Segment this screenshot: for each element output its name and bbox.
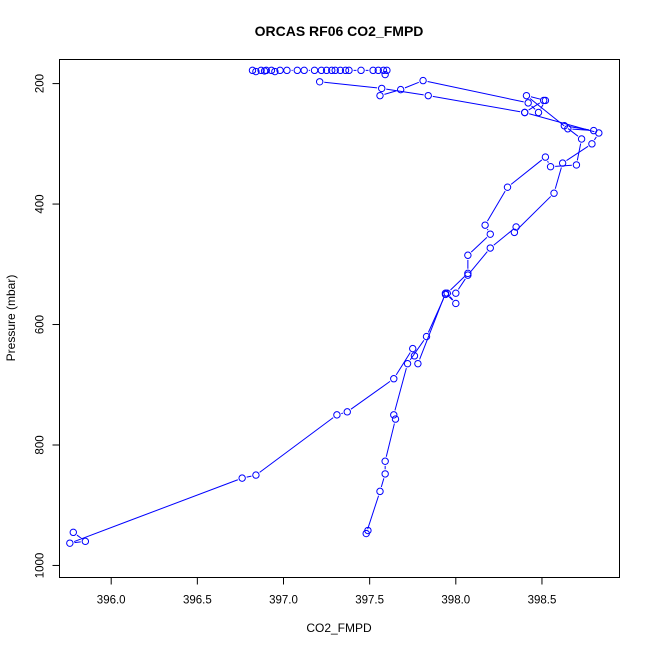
data-point [541,153,550,161]
x-axis: 396.0 396.5 397.0 397.5 398.0 398.5 [97,577,557,607]
series-line [73,81,590,544]
data-point [381,470,389,478]
data-point [333,411,341,419]
data-point [248,66,257,75]
data-point [300,66,308,75]
y-axis-label: Pressure (mbar) [4,275,18,362]
data-point [419,76,427,85]
data-point [550,189,558,197]
x-tick-label: 396.5 [183,595,212,607]
data-point [293,66,301,75]
x-axis-label: CO2_FMPD [306,621,372,635]
x-tick-label: 397.5 [355,595,384,607]
x-tick-label: 396.0 [97,595,126,607]
data-point [534,108,543,117]
data-point [262,66,270,75]
data-point [238,474,246,482]
data-point [390,411,398,419]
data-point [486,230,494,238]
x-tick-label: 398.0 [441,595,470,607]
data-point [521,108,529,117]
data-point [271,67,279,76]
data-point [283,66,291,75]
data-point [414,359,422,368]
series-line [367,113,597,530]
data-point [374,66,382,75]
data-point [81,537,90,546]
data-point [522,91,531,100]
data-point [588,140,596,148]
data-point [403,359,412,368]
data-point [336,66,345,75]
data-point [510,228,519,237]
y-tick-label: 800 [35,435,47,454]
data-point [383,66,391,75]
y-tick-label: 200 [35,74,47,93]
data-point [503,183,512,191]
data-point [322,66,331,75]
data-point [546,163,555,171]
data-point [595,129,603,137]
data-point [379,66,388,75]
chart-title: ORCAS RF06 CO2_FMPD [255,23,424,39]
data-point [464,251,472,259]
data-point [422,332,431,341]
data-point [343,408,351,416]
data-point [390,375,398,383]
data-point [512,223,520,231]
data-point [409,344,417,353]
data-point [572,161,581,169]
data-point [424,91,432,100]
data-point [341,66,350,75]
data-point [381,457,389,465]
data-point [452,289,460,297]
data-point [481,221,489,229]
data-point [69,528,77,537]
data-point [410,352,419,360]
data-point [577,135,586,143]
data-point [331,66,339,75]
data-point [486,244,494,252]
y-axis: 200 400 600 800 1000 [35,74,60,578]
data-point [443,289,451,297]
data-point [66,539,74,547]
data-point [391,415,400,423]
data-point [464,271,472,279]
data-point [381,70,389,79]
data-point [315,78,324,86]
data-point [257,66,265,75]
data-point [452,299,460,308]
y-tick-label: 400 [35,194,47,213]
data-point [396,85,405,94]
data-point [317,66,326,75]
data-point [252,471,260,479]
data-point [310,66,319,75]
data-point [378,84,386,93]
data-point [376,487,384,496]
data-point [267,66,276,75]
plot-frame [59,59,620,578]
y-tick-label: 600 [35,315,47,334]
data-point [524,99,532,107]
data-point [357,66,365,75]
data-point [564,125,572,133]
x-tick-label: 397.0 [269,595,298,607]
data-point [558,159,567,167]
y-tick-label: 1000 [35,553,47,579]
data-point [345,66,353,75]
data-point [369,66,377,75]
data-point [328,66,336,75]
data-point [441,290,450,299]
data-point [376,91,384,100]
data-point [362,529,370,538]
series-line [324,81,541,113]
plot-area [66,66,603,547]
data-point [252,67,260,76]
data-point [539,96,548,105]
x-tick-label: 398.5 [528,595,557,607]
